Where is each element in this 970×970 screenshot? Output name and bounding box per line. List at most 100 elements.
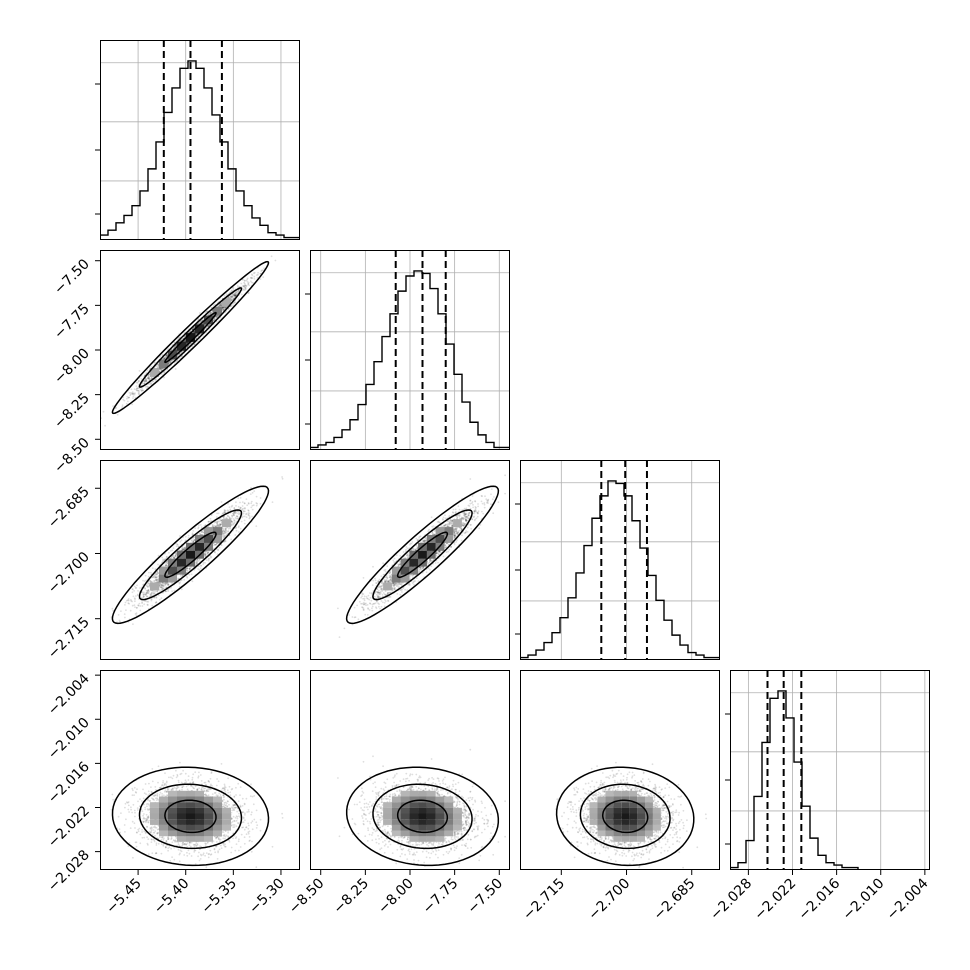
sample-point <box>156 576 158 578</box>
sample-point <box>182 548 185 551</box>
sample-point <box>155 601 158 604</box>
sample-point <box>131 600 134 603</box>
sample-point <box>147 604 149 606</box>
sample-point <box>121 405 124 408</box>
sample-point <box>135 389 138 392</box>
sample-point <box>162 357 165 360</box>
sample-point <box>194 527 197 530</box>
sample-point <box>243 502 246 504</box>
sample-point <box>222 516 225 519</box>
sample-point <box>247 502 250 504</box>
sample-point <box>145 579 148 582</box>
sample-point <box>152 591 155 594</box>
sample-point <box>161 588 164 591</box>
sample-point <box>150 594 153 597</box>
sample-point <box>252 272 255 274</box>
sample-point <box>158 588 161 591</box>
sample-point <box>176 338 179 341</box>
sample-point <box>231 296 234 299</box>
sample-point <box>243 281 246 284</box>
sample-point <box>193 536 196 539</box>
sample-point <box>250 500 253 503</box>
sample-point <box>138 391 141 393</box>
sample-point <box>199 320 202 323</box>
sample-point <box>259 497 262 499</box>
sample-point <box>209 311 212 314</box>
sample-point <box>241 516 244 519</box>
sample-point <box>233 301 236 304</box>
sample-point <box>161 586 163 589</box>
sample-point <box>242 507 245 510</box>
sample-point <box>200 320 203 323</box>
sample-point <box>166 354 169 357</box>
sample-point <box>216 553 219 555</box>
sample-point <box>165 590 167 593</box>
sample-point <box>251 515 253 518</box>
sample-point <box>228 506 231 508</box>
sample-point <box>186 567 189 570</box>
sample-point <box>223 308 225 311</box>
sample-point <box>161 373 163 376</box>
sample-point <box>263 267 265 270</box>
sample-point <box>251 491 254 494</box>
sample-point <box>163 587 165 590</box>
sample-point <box>154 379 157 382</box>
sample-point <box>145 379 148 382</box>
sample-point <box>145 592 148 594</box>
sample-point <box>135 381 138 384</box>
sample-point <box>223 512 226 515</box>
sample-point <box>149 581 152 583</box>
sample-point <box>237 289 240 292</box>
sample-point <box>148 373 151 376</box>
sample-point <box>147 377 150 380</box>
sample-point <box>135 587 138 589</box>
sample-point <box>148 383 151 385</box>
sample-point <box>154 573 157 576</box>
sample-point <box>135 612 138 615</box>
sample-point <box>215 315 218 318</box>
sample-point <box>165 561 168 564</box>
sample-point <box>259 502 262 505</box>
sample-point <box>242 278 244 281</box>
sample-point <box>190 573 193 576</box>
sample-point <box>157 363 160 366</box>
sample-point <box>222 527 225 530</box>
sample-point <box>220 523 222 526</box>
sample-point <box>212 319 215 322</box>
sample-point <box>134 600 136 603</box>
sample-point <box>221 307 224 310</box>
sample-point <box>131 403 134 406</box>
sample-point <box>192 331 195 334</box>
sample-point <box>245 279 248 282</box>
sample-point <box>115 406 117 409</box>
sample-point <box>133 388 136 390</box>
sample-point <box>191 328 194 331</box>
sample-point <box>180 355 183 358</box>
sample-point <box>193 343 196 346</box>
sample-point <box>228 296 230 298</box>
sample-point <box>204 327 207 330</box>
sample-point <box>185 342 188 345</box>
sample-point <box>238 531 240 533</box>
sample-point <box>219 523 222 526</box>
sample-point <box>230 538 233 541</box>
sample-point <box>225 527 228 529</box>
sample-point <box>232 514 235 517</box>
sample-point <box>270 255 273 258</box>
sample-point <box>197 560 200 563</box>
sample-point <box>242 512 245 515</box>
sample-point <box>192 327 195 329</box>
sample-point <box>128 396 130 399</box>
sample-point <box>213 317 216 320</box>
sample-point <box>242 510 245 513</box>
sample-point <box>217 548 220 551</box>
sample-point <box>170 359 173 362</box>
sample-point <box>127 598 130 600</box>
sample-point <box>203 553 206 556</box>
sample-point <box>232 293 235 295</box>
sample-point <box>214 543 216 546</box>
sample-point <box>212 547 215 550</box>
sample-point <box>185 567 188 570</box>
sample-point <box>170 348 173 351</box>
sample-point <box>148 582 151 585</box>
